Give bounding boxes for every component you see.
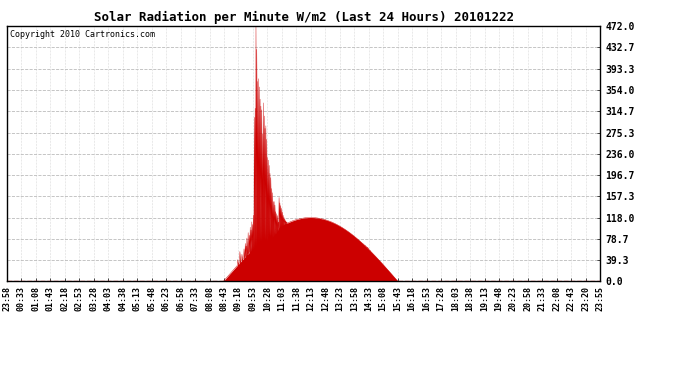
Title: Solar Radiation per Minute W/m2 (Last 24 Hours) 20101222: Solar Radiation per Minute W/m2 (Last 24… xyxy=(94,10,513,24)
Text: Copyright 2010 Cartronics.com: Copyright 2010 Cartronics.com xyxy=(10,30,155,39)
